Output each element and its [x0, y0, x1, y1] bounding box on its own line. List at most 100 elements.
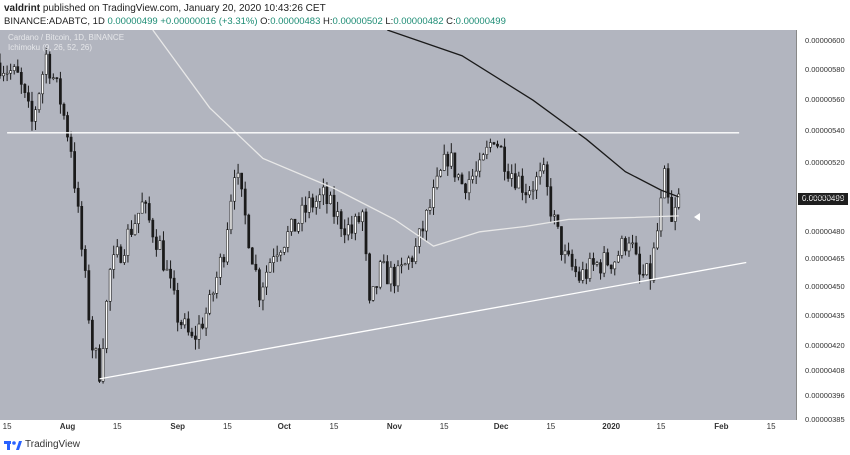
- price-tick-label: 0.00000540: [805, 126, 845, 136]
- candle: [76, 187, 80, 207]
- candle: [641, 273, 645, 276]
- candle: [666, 168, 670, 198]
- price-tick-label: 0.00000600: [805, 36, 845, 46]
- price-tick-label: 0.00000396: [805, 391, 845, 400]
- candle: [528, 190, 531, 196]
- indicator-legend[interactable]: Ichimoku (9, 26, 52, 26): [8, 43, 93, 52]
- candle: [410, 257, 414, 262]
- price-tick-label: 0.00000465: [805, 253, 845, 263]
- candle: [293, 218, 297, 232]
- candle: [524, 192, 528, 196]
- candle: [592, 258, 595, 265]
- candle: [27, 92, 30, 102]
- candle: [318, 194, 322, 202]
- candle: [361, 211, 364, 223]
- candle: [673, 206, 677, 222]
- candle: [41, 74, 45, 95]
- time-axis[interactable]: 15 Aug 15 Sep 15 Oct 15 Nov 15 Dec 15 2020 15 Feb 15: [0, 420, 796, 434]
- candle: [609, 264, 613, 270]
- candle: [368, 253, 371, 301]
- candle: [304, 204, 307, 213]
- price-tick-label: 0.00000385: [805, 415, 845, 424]
- candle: [186, 318, 190, 333]
- low-value: 0.00000482: [393, 16, 444, 27]
- price-tick-label: 0.00000480: [805, 226, 845, 236]
- time-tick-label: 15: [222, 422, 232, 431]
- candle: [154, 236, 158, 250]
- candle: [439, 170, 443, 177]
- candle: [137, 212, 140, 224]
- candle: [55, 77, 59, 79]
- candle: [265, 271, 268, 288]
- candle: [172, 277, 176, 291]
- candle: [94, 348, 98, 351]
- candle: [119, 246, 123, 263]
- candle: [314, 201, 318, 208]
- candle: [620, 238, 624, 256]
- candle: [87, 270, 91, 321]
- candle: [254, 263, 258, 271]
- quote-line: BINANCE:ADABTC, 1D 0.00000499 +0.0000001…: [4, 16, 506, 27]
- candle: [545, 164, 549, 187]
- candle: [396, 265, 400, 287]
- candle: [560, 226, 563, 256]
- price-tick-label: 0.00000435: [805, 310, 845, 320]
- candle: [218, 256, 222, 278]
- candle: [467, 179, 471, 194]
- candle: [503, 146, 506, 172]
- candle: [194, 335, 197, 340]
- candle: [407, 257, 411, 265]
- time-tick-label: 15: [329, 422, 339, 431]
- candle: [489, 142, 492, 148]
- candle: [531, 189, 535, 192]
- candle: [272, 256, 275, 263]
- candle: [624, 238, 627, 252]
- candle: [151, 219, 155, 238]
- candle: [282, 247, 286, 253]
- low-label: L:: [385, 16, 394, 27]
- price-tick-label: 0.00000560: [805, 95, 845, 105]
- candle: [91, 319, 94, 351]
- tradingview-logo-icon: [4, 441, 22, 450]
- candle: [492, 142, 496, 145]
- time-tick-label: 2020: [602, 422, 621, 431]
- candle: [645, 263, 649, 276]
- author-name[interactable]: valdrint: [4, 3, 41, 14]
- candle: [243, 188, 247, 216]
- time-tick-label: 15: [656, 422, 666, 431]
- candle: [23, 84, 27, 93]
- candle: [19, 72, 23, 85]
- candle: [414, 246, 418, 262]
- candle: [179, 321, 183, 326]
- candle: [176, 289, 180, 323]
- price-chart[interactable]: [0, 30, 796, 420]
- tradingview-logo[interactable]: TradingView: [4, 438, 80, 450]
- tradingview-brand: TradingView: [25, 438, 81, 450]
- time-tick-label: 15: [546, 422, 556, 431]
- candle: [290, 218, 293, 232]
- candle: [517, 175, 521, 189]
- candle: [616, 255, 620, 263]
- price-tick-label: 0.00000420: [805, 340, 845, 350]
- price-tick-label: 0.00000500: [805, 191, 845, 201]
- candle: [453, 152, 457, 178]
- candle: [425, 209, 428, 232]
- candle: [382, 261, 386, 263]
- price-axis[interactable]: 0.00000499 0.00000600 0.00000580 0.0000056…: [796, 30, 850, 424]
- candle: [496, 143, 499, 147]
- chart-plot-area[interactable]: Cardano / Bitcoin, 1D, BINANCE Ichimoku …: [0, 30, 796, 420]
- candle: [300, 204, 304, 224]
- candle: [389, 266, 393, 285]
- time-tick-label: 15: [112, 422, 122, 431]
- candle: [112, 254, 116, 270]
- candle: [2, 73, 5, 77]
- chart-legend-title: Cardano / Bitcoin, 1D, BINANCE: [8, 33, 125, 42]
- candle: [421, 228, 425, 232]
- candle: [30, 100, 34, 122]
- candle: [69, 136, 73, 152]
- candle: [158, 240, 162, 250]
- candle: [670, 196, 673, 222]
- symbol-label: BINANCE:ADABTC, 1D: [4, 16, 105, 27]
- candle: [336, 211, 339, 217]
- candle: [5, 72, 9, 75]
